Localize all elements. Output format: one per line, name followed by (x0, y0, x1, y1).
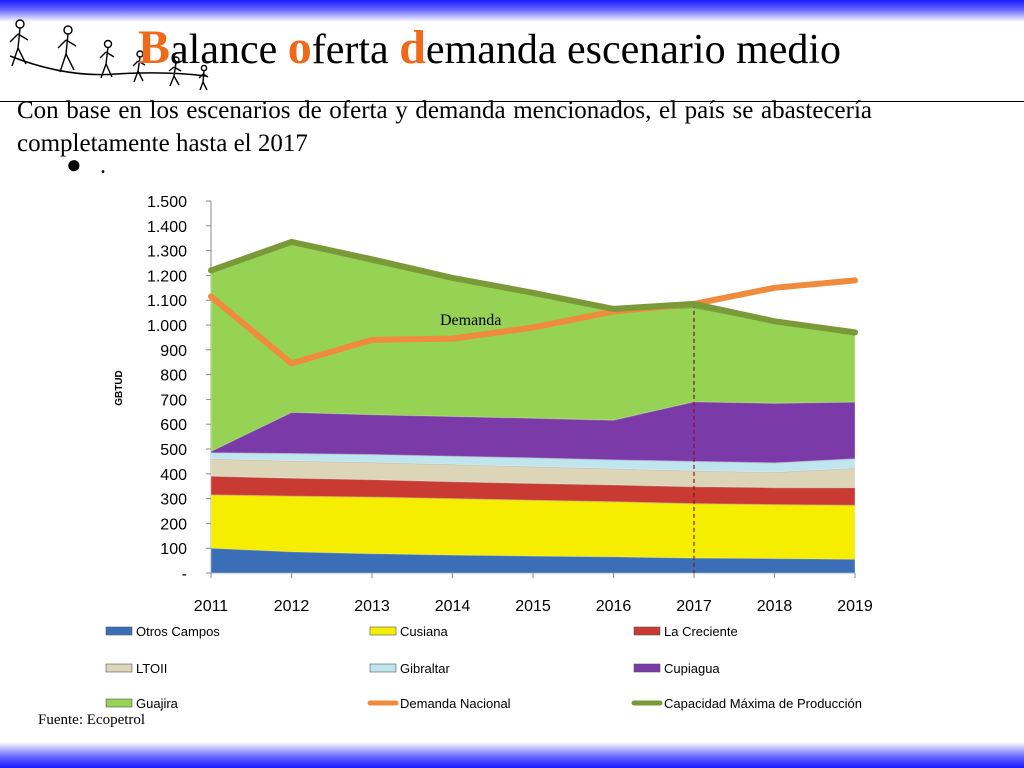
legend-label-capacidad-maxima-de-produccion: Capacidad Máxima de Producción (664, 696, 862, 711)
y-axis-title: GBTUD (114, 370, 125, 406)
legend-swatch-otros-campos (105, 626, 133, 636)
legend-label-gibraltar: Gibraltar (400, 661, 451, 676)
y-tick-label: 600 (160, 417, 187, 434)
y-tick-label: 400 (160, 467, 187, 484)
x-tick-label: 2013 (354, 598, 390, 615)
y-tick-label: 500 (160, 442, 187, 459)
y-tick-label: 1.300 (147, 244, 187, 261)
y-tick-label: 1.000 (147, 318, 187, 335)
legend-label-guajira: Guajira (136, 696, 179, 711)
x-tick-label: 2018 (757, 598, 793, 615)
y-tick-label: 300 (160, 492, 187, 509)
x-tick-label: 2015 (515, 598, 551, 615)
legend-label-demanda-nacional: Demanda Nacional (400, 696, 511, 711)
y-tick-label: 100 (160, 541, 187, 558)
legend-label-cusiana: Cusiana (400, 624, 448, 639)
slide-title: Balance oferta demanda escenario medio (138, 22, 841, 76)
legend-swatch-la-creciente (633, 626, 661, 636)
line-demanda-nacional (208, 277, 858, 367)
runners-logo (9, 19, 209, 91)
title-initial-2: o (287, 21, 312, 74)
bullet-text: . (100, 153, 106, 179)
legend-label-otros-campos: Otros Campos (136, 624, 220, 639)
y-tick-label: 1.100 (147, 293, 187, 310)
y-tick-label: 1.400 (147, 219, 187, 236)
y-tick-label: 700 (160, 392, 187, 409)
y-tick-label: 200 (160, 516, 187, 533)
legend-label-ltoii: LTOII (136, 661, 167, 676)
x-tick-label: 2011 (194, 598, 229, 615)
y-tick-label: 1.200 (147, 268, 187, 285)
legend-swatch-guajira (105, 698, 133, 708)
legend-swatch-ltoii (105, 663, 133, 673)
title-part-1: alance (170, 27, 288, 73)
bullet-marker: ● (66, 150, 82, 179)
legend-swatch-cupiagua (633, 663, 661, 673)
y-tick-label: 900 (160, 343, 187, 360)
y-tick-label: 1.500 (147, 194, 187, 211)
x-tick-label: 2016 (596, 598, 632, 615)
title-initial-3: d (399, 21, 426, 74)
title-initial-1: B (138, 21, 171, 74)
x-tick-label: 2014 (435, 598, 471, 615)
body-paragraph: Con base en los escenarios de oferta y d… (17, 97, 872, 157)
legend-label-la-creciente: La Creciente (664, 624, 738, 639)
x-tick-label: 2019 (837, 598, 873, 615)
line-capacidad-maxima-de-produccion (208, 238, 858, 336)
legend-swatch-gibraltar (369, 663, 397, 673)
y-tick-label: 800 (160, 368, 187, 385)
x-tick-label: 2012 (274, 598, 310, 615)
legend-swatch-cusiana (369, 626, 397, 636)
title-part-3: emanda escenario medio (425, 27, 842, 73)
legend-label-cupiagua: Cupiagua (664, 661, 720, 676)
y-tick-label: - (182, 566, 187, 583)
title-rule (0, 101, 1024, 102)
source-note: Fuente: Ecopetrol (38, 712, 146, 728)
annotation-demanda: Demanda (440, 312, 501, 329)
bottom-gradient-band (0, 742, 1024, 768)
title-part-2: ferta (311, 27, 400, 73)
top-gradient-band (0, 0, 1024, 22)
x-tick-label: 2017 (676, 598, 712, 615)
